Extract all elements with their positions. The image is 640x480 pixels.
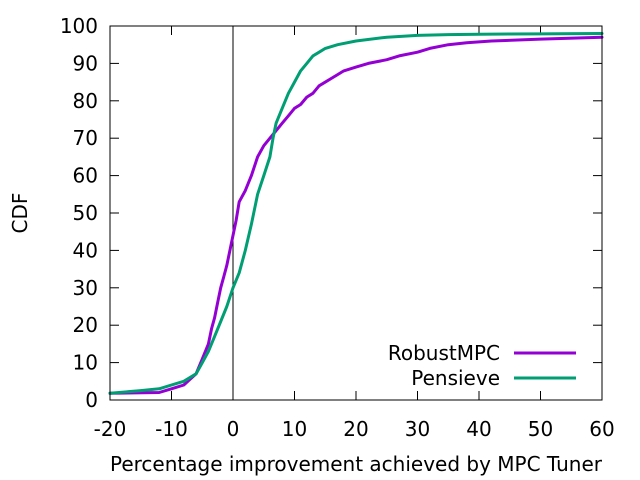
y-tick-label: 50: [73, 201, 98, 225]
x-tick-label: -20: [94, 417, 127, 441]
y-tick-label: 100: [60, 14, 98, 38]
series-layer: [108, 32, 604, 395]
robustmpc-cdf-line: [108, 35, 604, 395]
x-tick-label: 50: [528, 417, 553, 441]
x-tick-label: 60: [589, 417, 614, 441]
x-tick-label: -10: [155, 417, 188, 441]
x-tick-label: 0: [227, 417, 240, 441]
y-tick-label: 40: [73, 238, 98, 262]
y-tick-label: 30: [73, 276, 98, 300]
y-axis-label: CDF: [8, 193, 32, 234]
y-tick-label: 90: [73, 51, 98, 75]
x-tick-label: 10: [282, 417, 307, 441]
pensieve-cdf-line: [108, 32, 604, 395]
x-tick-label: 40: [466, 417, 491, 441]
y-tick-label: 20: [73, 313, 98, 337]
y-tick-label: 0: [85, 388, 98, 412]
y-tick-label: 60: [73, 164, 98, 188]
x-tick-label: 20: [343, 417, 368, 441]
y-tick-label: 80: [73, 89, 98, 113]
y-tick-label: 10: [73, 351, 98, 375]
y-tick-label: 70: [73, 126, 98, 150]
legend-label-pensieve: Pensieve: [411, 366, 500, 390]
x-tick-label: 30: [405, 417, 430, 441]
x-axis-label: Percentage improvement achieved by MPC T…: [110, 452, 603, 476]
legend-label-robustmpc: RobustMPC: [388, 341, 500, 365]
plot-frame: [109, 25, 603, 401]
axes-layer: 0 10 20 30 40 50 60 70 80 90 100 -20 -10 0 10 20 30 40 50 6…: [60, 14, 615, 441]
